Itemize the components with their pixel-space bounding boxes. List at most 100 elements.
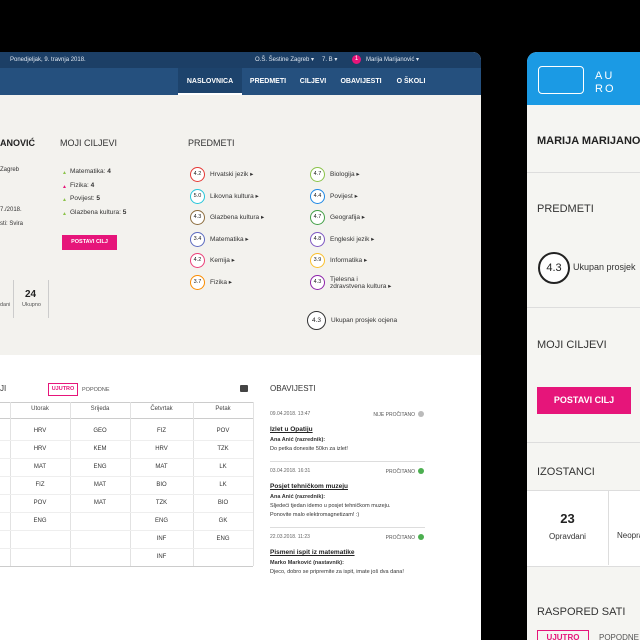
profile-line: sti: Svira xyxy=(0,221,24,227)
goal-subject: Matematika: 4 xyxy=(70,168,111,175)
divider xyxy=(527,172,640,173)
table-line xyxy=(253,402,254,566)
school: O.Š. Šestine Zagreb ▾ xyxy=(255,57,315,63)
subject-name: Matematika ▸ xyxy=(210,235,249,243)
lesson: ENG xyxy=(33,518,47,524)
schedule-title: JI xyxy=(0,384,7,393)
table-line xyxy=(0,566,253,567)
lesson: BIO xyxy=(217,500,229,506)
nav-item[interactable]: NASLOVNICA xyxy=(178,68,242,95)
table-line xyxy=(193,402,194,566)
lesson: TZK xyxy=(155,500,168,506)
lesson: INF xyxy=(156,536,167,542)
goal-icon: ▲ xyxy=(62,183,67,190)
average-label: Ukupan prosjek ocjena xyxy=(331,317,398,324)
notice-author: Ana Anić (razrednik): xyxy=(270,494,326,500)
nav-item[interactable]: CILJEVI xyxy=(299,78,327,85)
table-line xyxy=(0,476,253,477)
mobile-absences: IZOSTANCI xyxy=(537,466,595,478)
notice-divider xyxy=(270,527,425,528)
notice-date: 09.04.2018. 13:47 xyxy=(270,411,311,417)
table-line xyxy=(130,402,131,566)
goal-grade: 4 xyxy=(105,168,111,175)
total-label: Ukupno xyxy=(22,302,41,308)
notice-title: Pismeni ispit iz matematike xyxy=(270,549,355,556)
grade-ring: 4.3 xyxy=(307,311,326,330)
table-line xyxy=(0,402,253,403)
subject-name: Fizika ▸ xyxy=(210,279,233,286)
table-line xyxy=(0,440,253,441)
table-line xyxy=(0,512,253,513)
divider xyxy=(13,280,14,318)
mobile-shift-active[interactable]: UJUTRO xyxy=(537,630,589,640)
print-icon[interactable] xyxy=(240,385,248,392)
grade-ring: 4.8 xyxy=(310,231,325,247)
day-header: Srijeda xyxy=(90,406,110,412)
lesson: POV xyxy=(33,500,47,506)
table-line xyxy=(0,458,253,459)
nav-item[interactable]: O ŠKOLI xyxy=(396,78,426,85)
grade-ring: 4.4 xyxy=(310,188,325,204)
profile-line: 7./2018. xyxy=(0,207,22,213)
summary-section xyxy=(0,95,481,355)
goal-button[interactable]: POSTAVI CILJ xyxy=(62,235,117,250)
brand: RO xyxy=(595,83,616,95)
notice-divider xyxy=(270,461,425,462)
mobile-goals: MOJI CILJEVI xyxy=(537,339,607,351)
profile-line: Zagreb xyxy=(0,167,20,173)
shift-active[interactable]: UJUTRO xyxy=(48,383,78,396)
notice-text: Sljedeći tjedan idemo u posjet tehničkom… xyxy=(270,503,391,509)
notices-title: OBAVIJESTI xyxy=(270,384,316,393)
grade-ring: 4.3 xyxy=(310,275,325,290)
grade-ring: 3.9 xyxy=(310,253,325,269)
mobile-subjects: PREDMETI xyxy=(537,203,594,215)
divider xyxy=(608,490,609,565)
table-line xyxy=(0,418,253,419)
notice-status: NIJE PROČITANO xyxy=(373,412,415,418)
notice-title: Izlet u Opatiju xyxy=(270,426,313,433)
top-bar xyxy=(0,52,481,68)
lesson: MAT xyxy=(93,482,107,488)
notice-text: Do petka donesite 50kn za izlet! xyxy=(270,446,348,452)
subject-name: Likovna kultura ▸ xyxy=(210,192,259,200)
subject-name: Tjelesna i zdravstvena kultura ▸ xyxy=(330,276,392,291)
goal-subject: Povijest: 5 xyxy=(70,195,100,202)
mobile-schedule: RASPORED SATI xyxy=(537,606,626,618)
date: Ponedjeljak, 9. travnja 2018. xyxy=(10,57,86,63)
mobile-button[interactable]: POSTAVI CILJ xyxy=(537,387,631,414)
subject-name: Biologija ▸ xyxy=(330,171,360,178)
status-icon xyxy=(418,468,424,474)
notice-status: PROČITANO xyxy=(385,469,415,475)
lesson: GK xyxy=(218,518,228,524)
lesson: ENG xyxy=(154,518,168,524)
day-header: Četvrtak xyxy=(150,406,173,412)
goal-subject: Fizika: 4 xyxy=(70,181,95,189)
table-line xyxy=(0,530,253,531)
shift[interactable]: POPODNE xyxy=(82,387,110,393)
subject-name: Hrvatski jezik ▸ xyxy=(210,171,254,178)
absence-label: dani xyxy=(0,302,11,308)
notice-status: PROČITANO xyxy=(385,535,415,541)
lesson: TZK xyxy=(217,446,229,452)
goal-icon: ▲ xyxy=(62,197,67,203)
lesson: INF xyxy=(156,554,167,560)
mobile-shift: POPODNE xyxy=(599,633,640,640)
mobile-average-label: Ukupan prosjek xyxy=(573,262,636,272)
lesson: MAT xyxy=(155,464,168,470)
notice-text: Ponovite malo elektromagnetizam! :) xyxy=(270,512,360,518)
grade-ring: 4.3 xyxy=(538,252,570,284)
unexcused-label: Neopravdani xyxy=(617,531,640,540)
lesson: POV xyxy=(216,428,230,434)
table-line xyxy=(0,548,253,549)
notice-author: Marko Marković (nastavnik): xyxy=(270,560,344,566)
nav-item[interactable]: PREDMETI xyxy=(249,78,287,85)
goal-grade: 5 xyxy=(94,195,100,202)
nav-item[interactable]: OBAVIJESTI xyxy=(340,78,382,85)
table-line xyxy=(10,402,11,566)
goals-title: MOJI CILJEVI xyxy=(60,138,118,148)
badge: 1 xyxy=(352,55,361,64)
grade-ring: 5.0 xyxy=(190,188,205,204)
lesson: MAT xyxy=(93,500,107,506)
total: 24 xyxy=(25,289,37,300)
